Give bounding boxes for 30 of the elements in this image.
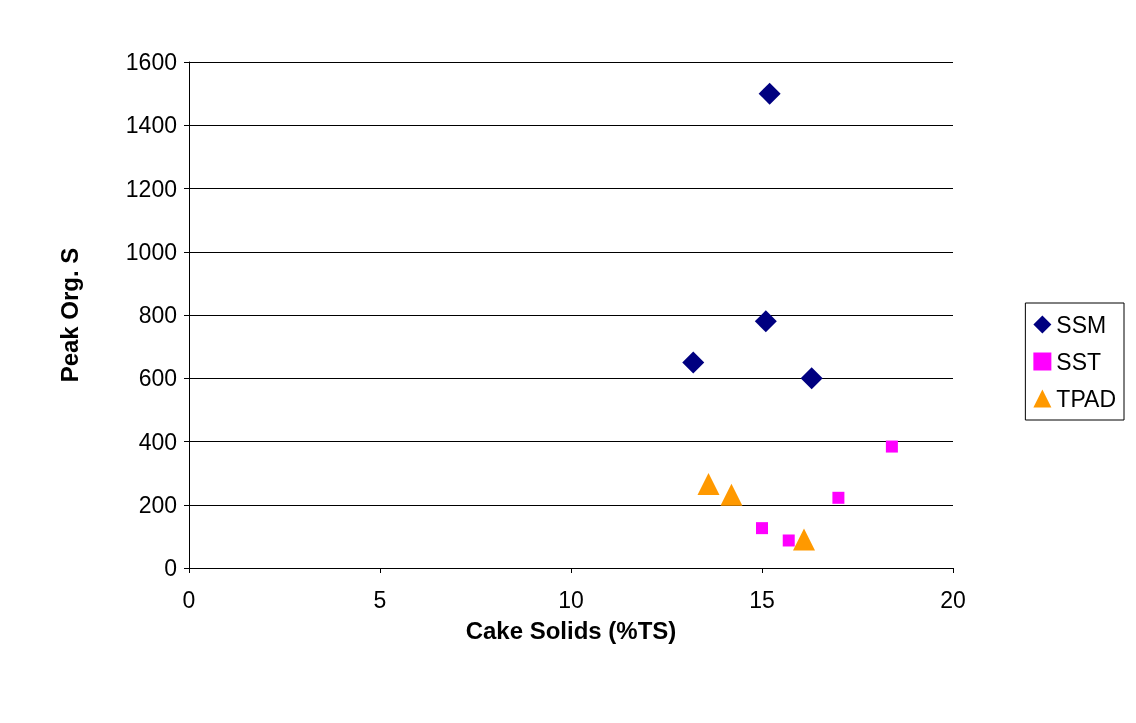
x-tick-label: 20 [940, 586, 966, 613]
y-tick-label: 1400 [125, 112, 177, 139]
point [697, 472, 720, 495]
y-tick-label: 1600 [125, 49, 177, 75]
legend-label: SSM [1056, 311, 1107, 338]
point [782, 534, 795, 547]
x-tick-label: 5 [373, 586, 387, 613]
y-tick-label: 0 [164, 555, 177, 581]
point [720, 483, 743, 506]
legend-label: SST [1056, 348, 1102, 375]
y-tick-label: 600 [138, 365, 177, 392]
x-tick-label: 10 [558, 586, 584, 613]
x-tick-label: 0 [182, 586, 196, 613]
y-tick-label: 800 [138, 302, 177, 328]
y-tick-label: 200 [138, 491, 177, 518]
y-tick-label: 1200 [125, 175, 177, 202]
point [800, 367, 823, 390]
point [754, 310, 777, 333]
y-tick-label: 1000 [125, 238, 177, 265]
x-axis-title: Cake Solids (%TS) [465, 616, 677, 644]
y-tick-label: 400 [138, 428, 177, 455]
point [756, 522, 768, 535]
point [758, 82, 781, 105]
point [793, 528, 816, 551]
legend-label: TPAD [1056, 385, 1117, 412]
y-axis-title: Peak Org. S [55, 247, 83, 383]
point [832, 491, 845, 504]
x-tick-label: 15 [749, 586, 775, 613]
point [682, 351, 705, 374]
point [885, 440, 898, 453]
